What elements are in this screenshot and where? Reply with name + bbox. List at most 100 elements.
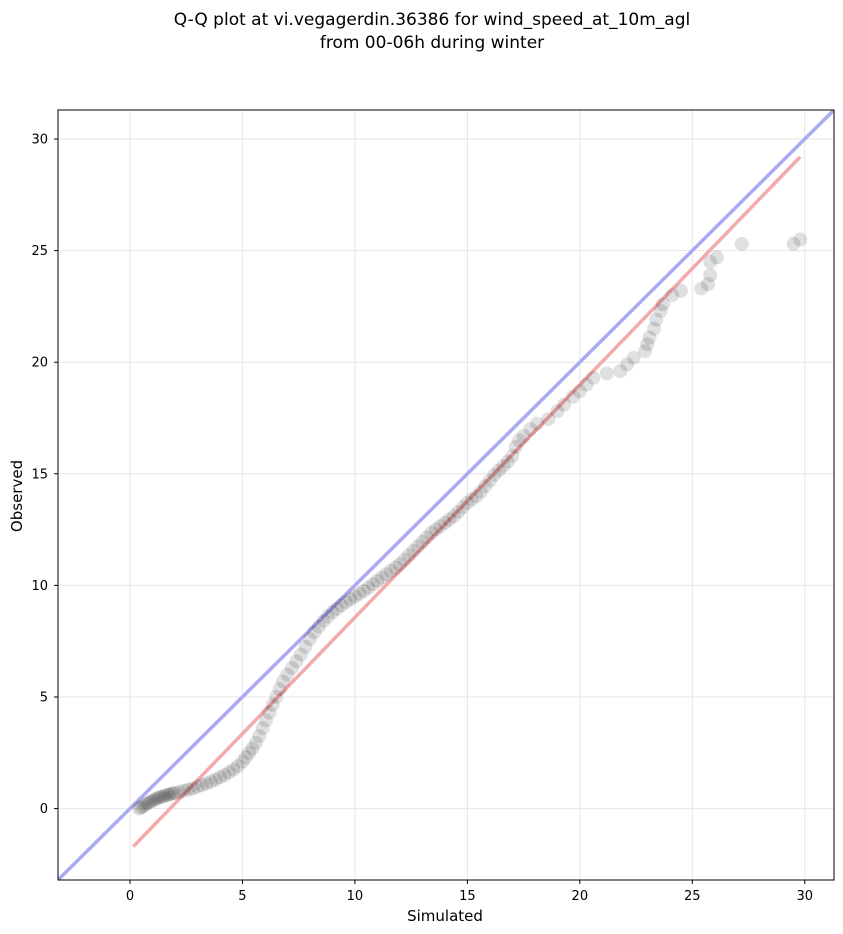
data-point bbox=[212, 770, 227, 785]
data-point bbox=[147, 792, 162, 807]
data-point bbox=[140, 796, 155, 810]
plot-frame bbox=[57, 109, 835, 881]
data-point bbox=[640, 337, 655, 352]
data-point bbox=[626, 350, 641, 365]
y-tick-label: 20 bbox=[31, 356, 48, 371]
data-point bbox=[638, 344, 653, 359]
data-point bbox=[156, 789, 171, 804]
data-point bbox=[460, 495, 475, 510]
x-tick-label: 15 bbox=[459, 889, 476, 904]
data-point bbox=[136, 799, 151, 814]
data-point bbox=[293, 647, 308, 662]
data-point bbox=[428, 522, 443, 537]
data-point bbox=[275, 674, 290, 689]
data-point bbox=[194, 778, 209, 793]
data-point bbox=[265, 697, 280, 712]
data-point bbox=[557, 397, 572, 412]
data-point bbox=[496, 458, 511, 473]
data-point bbox=[370, 573, 385, 588]
data-point bbox=[325, 605, 340, 620]
y-tick-label: 5 bbox=[40, 690, 48, 705]
data-point bbox=[298, 639, 313, 654]
data-point bbox=[226, 762, 241, 777]
data-point bbox=[523, 422, 538, 437]
data-point bbox=[284, 660, 299, 675]
y-axis-label: Observed bbox=[8, 460, 26, 532]
data-point bbox=[653, 303, 668, 318]
grid-lines bbox=[58, 110, 834, 880]
data-point bbox=[642, 330, 657, 345]
data-point bbox=[455, 500, 470, 515]
x-axis-ticks: 0 5 10 15 20 25 30 bbox=[126, 880, 813, 904]
data-point bbox=[500, 454, 515, 469]
data-point bbox=[473, 484, 488, 499]
data-point bbox=[167, 785, 182, 800]
y-tick-label: 10 bbox=[31, 579, 48, 594]
data-point bbox=[530, 416, 545, 431]
data-point bbox=[433, 519, 448, 534]
data-point bbox=[347, 589, 362, 604]
data-point bbox=[392, 557, 407, 572]
data-point bbox=[482, 473, 497, 488]
data-point bbox=[289, 654, 304, 669]
data-point bbox=[230, 759, 245, 774]
data-point bbox=[203, 774, 218, 789]
data-point bbox=[516, 428, 531, 443]
data-point bbox=[388, 560, 403, 575]
data-point bbox=[311, 619, 326, 634]
data-point bbox=[134, 800, 149, 815]
data-point bbox=[338, 595, 353, 610]
data-point bbox=[647, 321, 662, 336]
data-point bbox=[374, 570, 389, 585]
data-point bbox=[649, 312, 664, 327]
data-point bbox=[163, 787, 178, 802]
data-point bbox=[269, 689, 284, 704]
data-point bbox=[316, 614, 331, 629]
data-point bbox=[397, 552, 412, 567]
data-point bbox=[262, 705, 277, 720]
x-tick-label: 5 bbox=[238, 889, 246, 904]
data-point bbox=[446, 509, 461, 524]
x-tick-label: 0 bbox=[126, 889, 134, 904]
data-points bbox=[131, 232, 808, 816]
data-point bbox=[415, 534, 430, 549]
data-point bbox=[158, 788, 173, 803]
data-point bbox=[235, 754, 250, 769]
data-point bbox=[406, 543, 421, 558]
data-point bbox=[572, 384, 587, 399]
data-point bbox=[665, 288, 680, 303]
data-point bbox=[143, 794, 158, 809]
data-point bbox=[383, 563, 398, 578]
y-tick-label: 15 bbox=[31, 467, 48, 482]
data-point bbox=[464, 492, 479, 507]
data-point bbox=[334, 598, 349, 613]
data-point bbox=[491, 463, 506, 478]
data-point bbox=[165, 786, 180, 801]
data-point bbox=[272, 682, 287, 697]
data-point bbox=[487, 467, 502, 482]
data-point bbox=[252, 729, 267, 744]
data-point bbox=[442, 512, 457, 527]
data-point bbox=[320, 609, 335, 624]
data-point bbox=[701, 277, 716, 292]
data-point bbox=[280, 667, 295, 682]
data-point bbox=[145, 793, 160, 808]
data-point bbox=[307, 625, 322, 640]
data-point bbox=[149, 791, 164, 806]
y-tick-label: 0 bbox=[40, 802, 48, 817]
data-point bbox=[343, 592, 358, 607]
data-point bbox=[361, 580, 376, 595]
data-point bbox=[599, 366, 614, 381]
data-point bbox=[703, 268, 718, 283]
y-axis-ticks: 0 5 10 15 20 25 30 bbox=[31, 133, 58, 817]
data-point bbox=[302, 631, 317, 646]
data-point bbox=[512, 433, 527, 448]
data-point bbox=[620, 357, 635, 372]
data-point bbox=[424, 525, 439, 540]
data-point bbox=[437, 515, 452, 530]
identity-line bbox=[58, 110, 834, 880]
data-point bbox=[356, 583, 371, 598]
data-point bbox=[172, 784, 187, 799]
data-point bbox=[190, 779, 205, 794]
